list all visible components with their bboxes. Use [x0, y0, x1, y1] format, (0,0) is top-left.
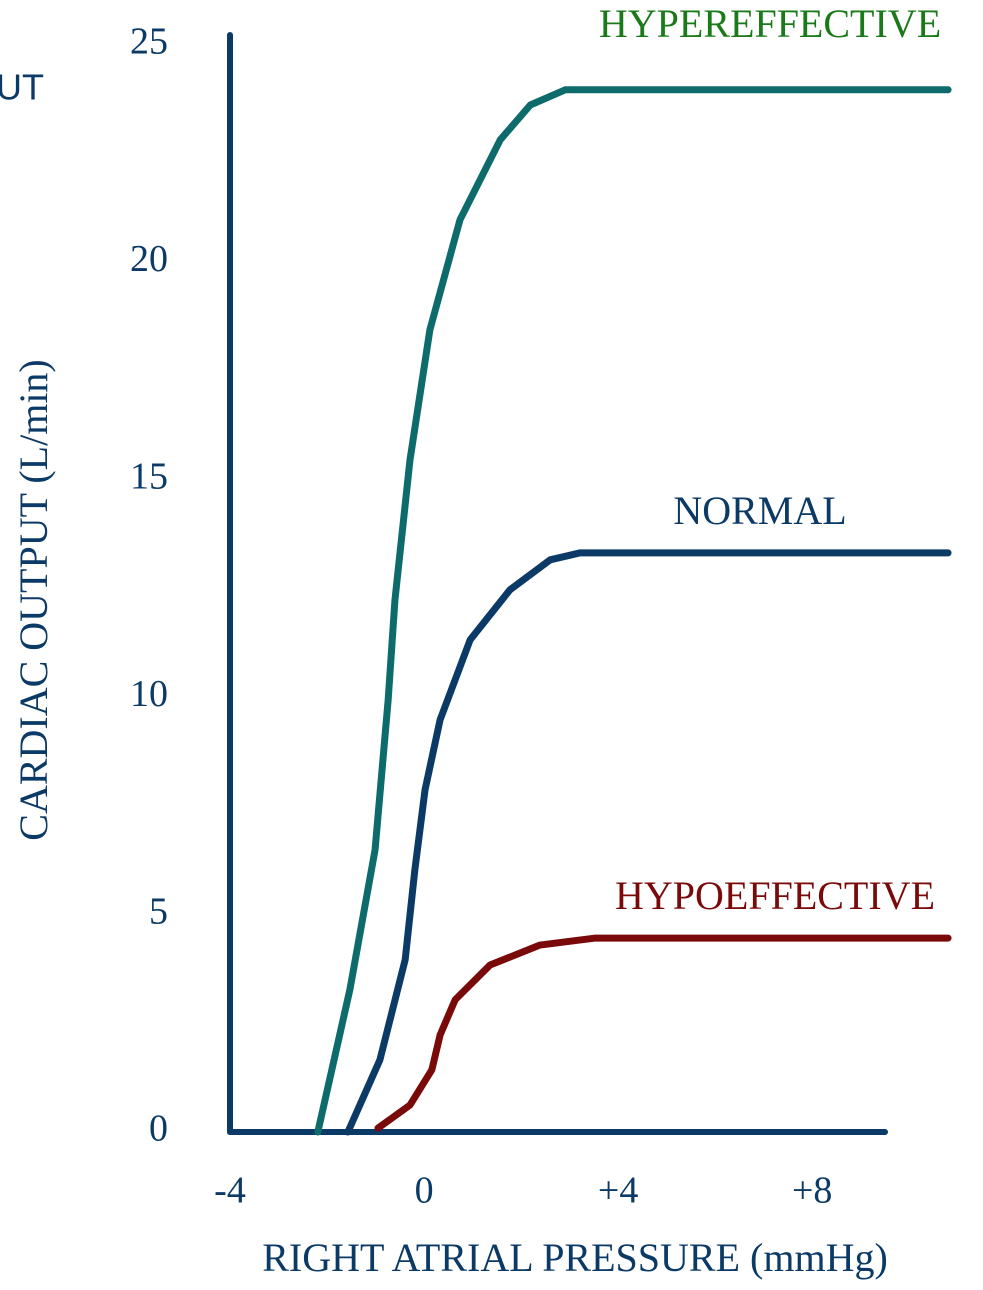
- series-label: NORMAL: [673, 488, 846, 533]
- y-axis-title: CARDIAC OUTPUT (L/min): [11, 359, 56, 840]
- series-line: [314, 86, 952, 1136]
- x-tick-label: +8: [792, 1170, 832, 1212]
- x-tick-label: +4: [598, 1170, 638, 1212]
- y-tick-label: 25: [130, 21, 168, 63]
- series-line: [344, 549, 952, 1136]
- x-axis-title: RIGHT ATRIAL PRESSURE (mmHg): [262, 1235, 888, 1280]
- y-tick-label: 20: [130, 238, 168, 280]
- x-tick-label: -4: [214, 1170, 246, 1212]
- series-line: [374, 934, 952, 1132]
- y-tick-label: 15: [130, 456, 168, 498]
- series-label: HYPEREFFECTIVE: [599, 1, 941, 46]
- cropped-text: UT: [0, 67, 44, 108]
- x-tick-label: 0: [415, 1170, 434, 1212]
- y-tick-label: 10: [130, 673, 168, 715]
- y-tick-label: 0: [149, 1108, 168, 1150]
- series-label: HYPOEFFECTIVE: [615, 873, 935, 918]
- y-tick-label: 5: [149, 890, 168, 932]
